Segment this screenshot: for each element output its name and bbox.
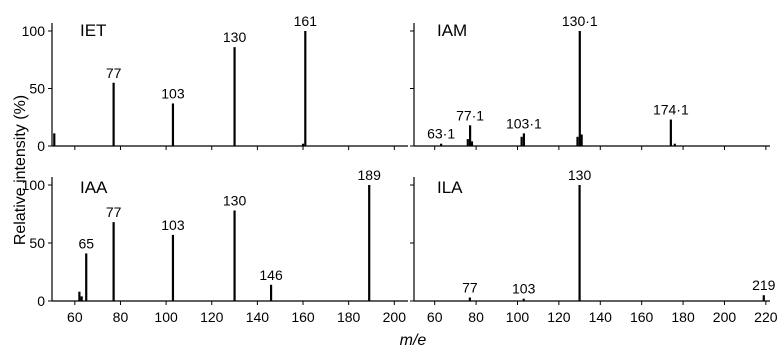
panel-title: ILA: [437, 178, 463, 197]
x-tick-label: 200: [383, 309, 407, 325]
x-tick-label: 80: [113, 309, 129, 325]
panel-title: IAM: [437, 21, 467, 40]
peak-label: 103·1: [506, 115, 542, 131]
x-tick-label: 200: [713, 309, 737, 325]
peak-label: 219: [752, 277, 776, 293]
x-tick-label: 100: [154, 309, 178, 325]
x-tick-label: 180: [671, 309, 695, 325]
peak-label: 77·1: [456, 107, 484, 123]
x-tick-label: 100: [506, 309, 530, 325]
y-tick-label: 0: [37, 293, 45, 309]
peak-label: 130: [223, 29, 247, 45]
x-tick-label: 160: [291, 309, 315, 325]
x-tick-label: 140: [246, 309, 270, 325]
panel-iaa: IAA 60 80 100 120 140 160 180 200 0 50 100 65 77 103 1…: [22, 167, 408, 325]
panel-ila: ILA 60 80 100 120 140 160 180 200 220 77 103 130 219: [410, 167, 778, 325]
peak-label: 77: [106, 204, 122, 220]
x-tick-label: 180: [337, 309, 361, 325]
panel-title: IAA: [80, 178, 108, 197]
y-tick-label: 100: [22, 23, 46, 39]
y-tick-label: 0: [37, 138, 45, 154]
peak-label: 103: [512, 281, 536, 297]
panel-title: IET: [80, 21, 106, 40]
panel-iet: IET 0 50 100 77 103 130 161: [22, 13, 408, 154]
panel-iam: IAM 63·177·1 103·1 130·1 174·1: [410, 13, 770, 150]
peak-label: 174·1: [653, 102, 689, 118]
peak-label: 103: [161, 217, 185, 233]
y-tick-label: 100: [22, 177, 46, 193]
y-axis-label: Relative intensity (%): [12, 95, 29, 245]
x-axis-label: m/e: [400, 332, 427, 349]
peak-label: 146: [259, 267, 283, 283]
peak-label: 161: [294, 13, 318, 29]
y-tick-label: 50: [29, 81, 45, 97]
x-tick-label: 220: [754, 309, 778, 325]
y-tick-label: 50: [29, 235, 45, 251]
peak-label: 130: [568, 167, 592, 183]
x-tick-label: 120: [547, 309, 571, 325]
x-tick-label: 60: [67, 309, 83, 325]
peak-label: 77: [462, 280, 478, 296]
x-tick-label: 120: [200, 309, 224, 325]
peak-label: 65: [78, 235, 94, 251]
peak-label: 189: [358, 167, 382, 183]
x-tick-label: 80: [468, 309, 484, 325]
peak-label: 130: [223, 193, 247, 209]
peak-label: 63·1: [427, 126, 455, 142]
peak-label: 130·1: [562, 13, 598, 29]
peak-label: 103: [161, 85, 185, 101]
x-tick-label: 60: [427, 309, 443, 325]
peak-label: 77: [106, 65, 122, 81]
x-tick-label: 160: [630, 309, 654, 325]
x-tick-label: 140: [589, 309, 613, 325]
